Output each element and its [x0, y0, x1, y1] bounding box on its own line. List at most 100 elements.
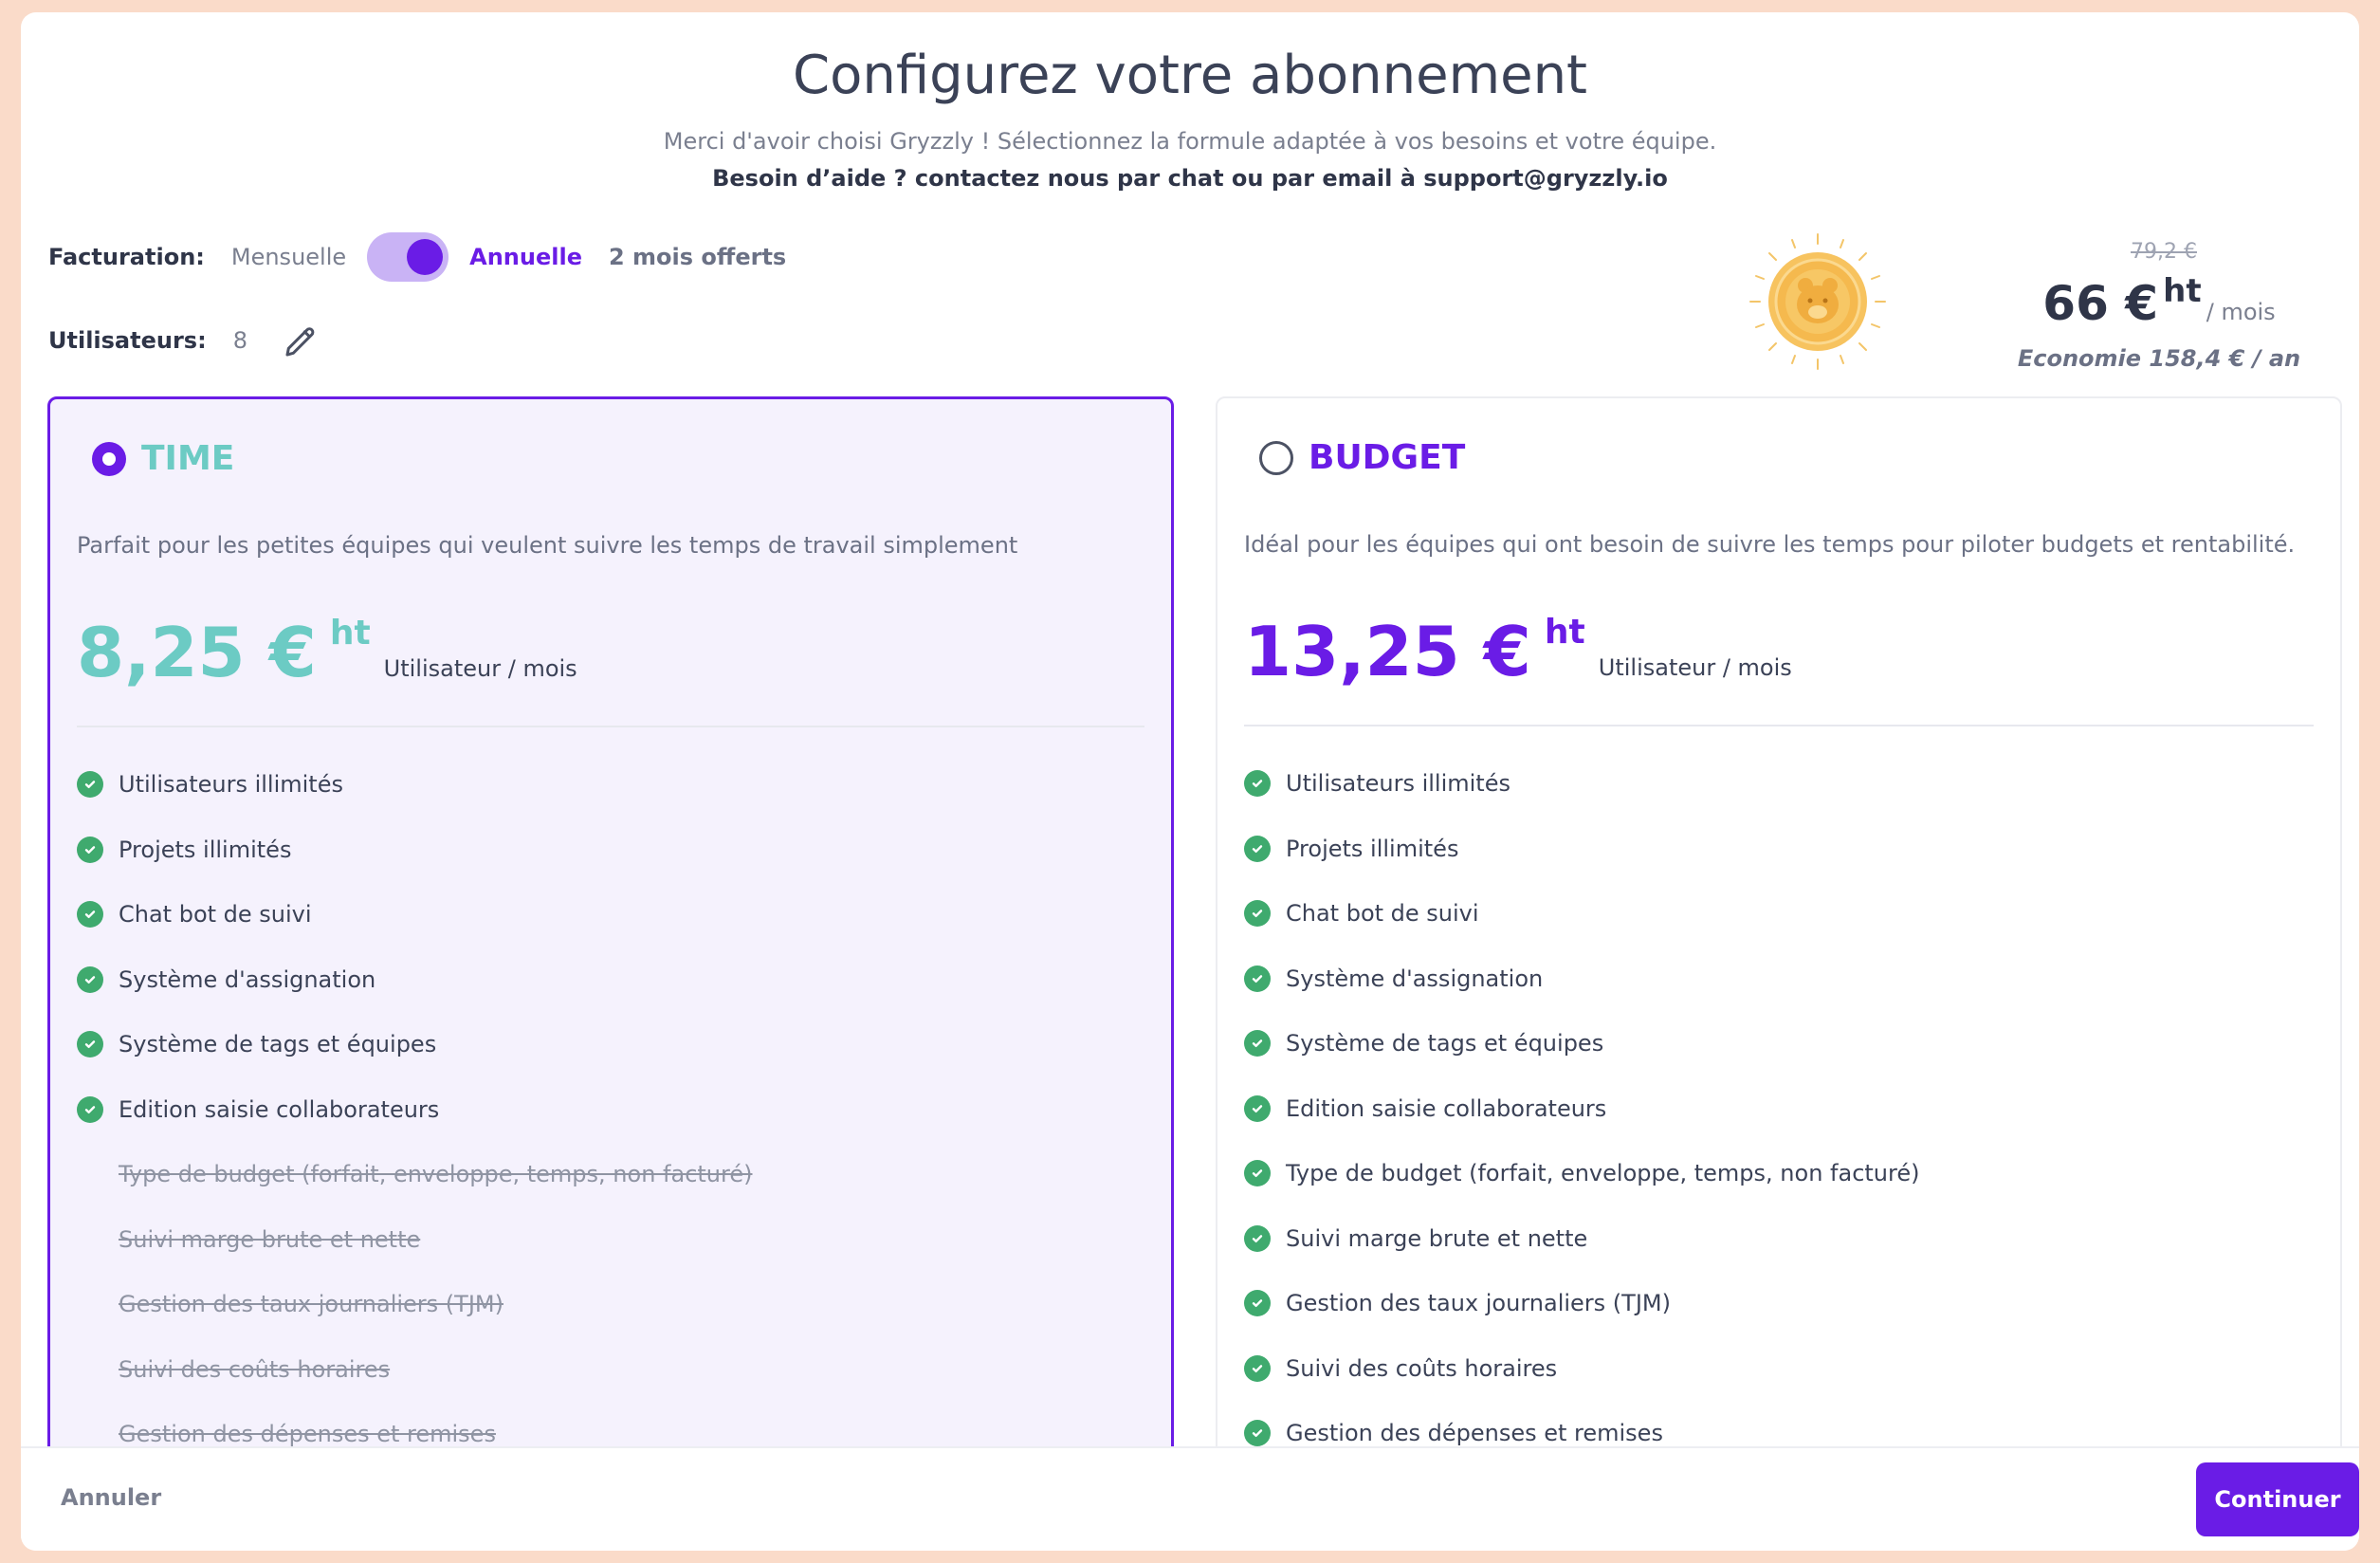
feature-item: Gestion des dépenses et remises — [77, 1402, 752, 1467]
feature-item: Utilisateurs illimités — [77, 752, 752, 818]
subscription-modal: Configurez votre abonnement Merci d'avoi… — [21, 12, 2359, 1551]
check-circle-icon — [1244, 835, 1271, 862]
feature-item: Chat bot de suivi — [77, 882, 752, 947]
feature-item: Projets illimités — [1244, 817, 1919, 882]
check-circle-icon — [77, 1031, 103, 1058]
feature-label: Suivi marge brute et nette — [1286, 1224, 1588, 1252]
check-circle-icon — [77, 1095, 103, 1123]
billing-label: Facturation: — [48, 244, 205, 270]
feature-item: Chat bot de suivi — [1244, 881, 1919, 947]
feature-item: Système d'assignation — [1244, 947, 1919, 1012]
price-summary: 79,2 € 66 € ht / mois Economie 158,4 € /… — [1747, 229, 2344, 380]
feature-item: Gestion des taux journaliers (TJM) — [1244, 1271, 1919, 1336]
current-price-amount: 66 € — [2042, 276, 2159, 331]
plan-budget-name: BUDGET — [1309, 438, 1466, 477]
check-circle-icon — [1244, 1160, 1271, 1187]
divider — [77, 726, 1144, 727]
check-circle-icon — [1244, 1094, 1271, 1122]
feature-label: Projets illimités — [1286, 835, 1459, 862]
plan-budget-price: 13,25 € ht Utilisateur / mois — [1244, 612, 1792, 691]
feature-label: Chat bot de suivi — [1286, 900, 1479, 928]
cancel-button[interactable]: Annuler — [61, 1484, 162, 1511]
feature-label: Suivi des coûts horaires — [1286, 1354, 1558, 1382]
plan-time-unit: Utilisateur / mois — [383, 655, 577, 682]
plan-time-description: Parfait pour les petites équipes qui veu… — [77, 532, 1018, 559]
feature-label: Système d'assignation — [119, 965, 376, 993]
plan-time-price: 8,25 € ht Utilisateur / mois — [77, 613, 577, 692]
users-count: 8 — [232, 327, 247, 354]
plan-time-name: TIME — [141, 439, 235, 478]
feature-item: Suivi marge brute et nette — [77, 1207, 752, 1273]
divider — [1244, 725, 2314, 726]
feature-item: Type de budget (forfait, enveloppe, temp… — [1244, 1141, 1919, 1206]
feature-label: Système d'assignation — [1286, 965, 1544, 992]
check-circle-icon — [1244, 965, 1271, 992]
continue-button[interactable]: Continuer — [2196, 1462, 2359, 1536]
plan-budget-radio[interactable] — [1259, 440, 1293, 475]
users-label: Utilisateurs: — [48, 327, 207, 354]
feature-label: Type de budget (forfait, enveloppe, temp… — [1286, 1160, 1920, 1187]
check-circle-icon — [1244, 1030, 1271, 1057]
feature-label: Système de tags et équipes — [1286, 1030, 1604, 1057]
plan-time-ht: ht — [329, 614, 371, 653]
feature-item: Suivi des coûts horaires — [1244, 1336, 1919, 1402]
plan-budget-features: Utilisateurs illimités Projets illimités C… — [1244, 751, 1919, 1466]
old-price: 79,2 € — [2131, 240, 2197, 264]
feature-label: Gestion des dépenses et remises — [1286, 1420, 1663, 1447]
billing-row: Facturation: Mensuelle Annuelle 2 mois o… — [48, 232, 786, 282]
billing-monthly-option[interactable]: Mensuelle — [230, 244, 347, 270]
check-circle-icon — [1244, 1354, 1271, 1382]
toggle-knob — [407, 239, 444, 275]
feature-label: Utilisateurs illimités — [119, 771, 343, 799]
check-circle-icon — [1244, 1224, 1271, 1252]
feature-label: Système de tags et équipes — [119, 1031, 437, 1058]
plan-budget-amount: 13,25 € — [1244, 612, 1531, 691]
feature-item: Type de budget (forfait, enveloppe, temp… — [77, 1142, 752, 1207]
feature-item: Utilisateurs illimités — [1244, 751, 1919, 817]
feature-item: Projets illimités — [77, 818, 752, 883]
plan-budget-description: Idéal pour les équipes qui ont besoin de… — [1244, 531, 2296, 558]
check-circle-icon — [1244, 1290, 1271, 1317]
billing-toggle[interactable] — [367, 232, 449, 282]
billing-annual-option[interactable]: Annuelle — [469, 244, 582, 270]
plan-card-time[interactable]: TIME Parfait pour les petites équipes qu… — [47, 396, 1174, 1478]
pencil-icon — [285, 327, 315, 357]
feature-item: Gestion des taux journaliers (TJM) — [77, 1272, 752, 1337]
feature-label: Suivi des coûts horaires — [119, 1355, 391, 1383]
offer-badge: 2 mois offerts — [608, 244, 787, 270]
plan-budget-header[interactable]: BUDGET — [1259, 438, 1465, 477]
feature-label: Type de budget (forfait, enveloppe, temp… — [119, 1161, 753, 1188]
edit-users-button[interactable] — [282, 321, 321, 360]
check-circle-icon — [1244, 1420, 1271, 1447]
plan-time-amount: 8,25 € — [77, 613, 317, 692]
feature-item: Système d'assignation — [77, 947, 752, 1013]
help-text: Besoin d’aide ? contactez nous par chat … — [712, 165, 1668, 192]
feature-item: Edition saisie collaborateurs — [1244, 1076, 1919, 1142]
check-circle-icon — [77, 771, 103, 799]
plan-time-radio[interactable] — [92, 441, 126, 476]
feature-label: Gestion des taux journaliers (TJM) — [119, 1291, 503, 1318]
page-title: Configurez votre abonnement — [792, 45, 1588, 106]
check-circle-icon — [77, 836, 103, 863]
modal-footer: Annuler Continuer — [21, 1446, 2359, 1551]
feature-item: Système de tags et équipes — [77, 1012, 752, 1077]
current-price: 66 € ht / mois — [2003, 272, 2316, 331]
feature-label: Utilisateurs illimités — [1286, 770, 1510, 798]
page-subtitle: Merci d'avoir choisi Gryzzly ! Sélection… — [663, 128, 1717, 155]
feature-label: Suivi marge brute et nette — [119, 1225, 421, 1253]
current-price-ht: ht — [2163, 272, 2202, 310]
current-price-period: / mois — [2206, 299, 2276, 325]
feature-label: Edition saisie collaborateurs — [119, 1095, 440, 1123]
feature-label: Chat bot de suivi — [119, 901, 312, 929]
plan-card-budget[interactable]: BUDGET Idéal pour les équipes qui ont be… — [1216, 396, 2342, 1478]
feature-item: Suivi des coûts horaires — [77, 1337, 752, 1403]
feature-item: Gestion des dépenses et remises — [1244, 1401, 1919, 1466]
plan-budget-unit: Utilisateur / mois — [1598, 654, 1792, 681]
feature-item: Suivi marge brute et nette — [1244, 1206, 1919, 1272]
feature-item: Système de tags et équipes — [1244, 1011, 1919, 1076]
feature-label: Gestion des dépenses et remises — [119, 1421, 496, 1448]
bear-coin-icon — [1749, 233, 1886, 370]
check-circle-icon — [77, 965, 103, 993]
users-row: Utilisateurs: 8 — [48, 318, 321, 363]
plan-time-header[interactable]: TIME — [92, 439, 234, 478]
